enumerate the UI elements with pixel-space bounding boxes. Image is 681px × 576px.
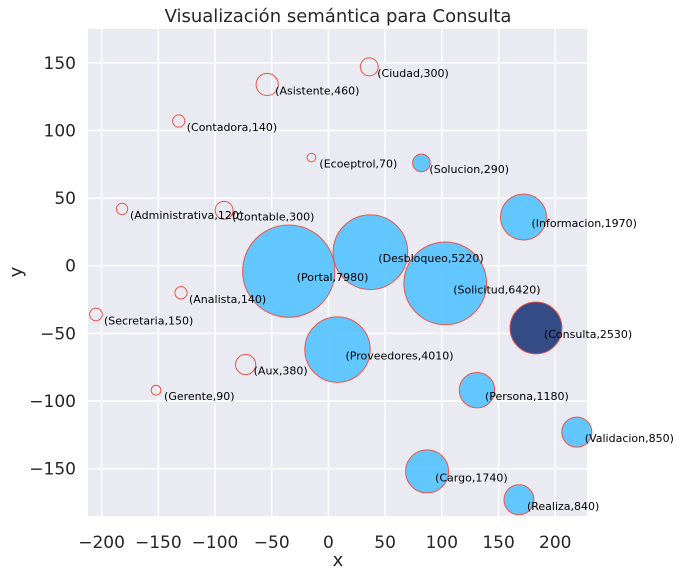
point-label: (Realiza,840): [527, 500, 599, 513]
point-label: (Analista,140): [189, 293, 266, 306]
x-tick-label: 0: [323, 533, 334, 553]
point-label: (Solicitud,6420): [453, 283, 540, 296]
data-point: [458, 371, 496, 409]
data-point: [306, 152, 317, 163]
x-tick-label: 200: [539, 533, 571, 553]
point-label: (Portal,7980): [297, 271, 369, 284]
x-tick-label: −150: [135, 533, 182, 553]
point-labels: (Ciudad,300) (Asistente,460) (Contadora,14…: [104, 67, 674, 513]
data-point: [235, 353, 257, 376]
data-point: [89, 307, 103, 322]
x-tick-labels: −200 −150 −100 −50 0 50 100 150 200: [78, 533, 571, 553]
data-point: [359, 57, 379, 77]
data-point: [150, 384, 162, 396]
point-label: (Secretaria,150): [104, 314, 193, 327]
y-tick-label: 100: [44, 121, 76, 141]
data-point: [332, 214, 409, 291]
data-point: [115, 202, 129, 216]
data-point: [255, 72, 279, 97]
data-point: [503, 484, 535, 516]
data-point: [561, 416, 593, 448]
data-point: [509, 301, 563, 355]
point-label: (Consulta,2530): [544, 328, 632, 341]
x-tick-label: 50: [374, 533, 396, 553]
y-tick-label: 150: [44, 54, 76, 74]
data-point: [214, 200, 234, 220]
y-tick-labels: 150 100 50 0 −50 −100 −150: [29, 54, 76, 480]
point-label: (Aux,380): [254, 364, 308, 377]
point-label: (Validacion,850): [585, 432, 674, 445]
data-point: [174, 286, 188, 300]
point-label: (Contadora,140): [187, 121, 278, 134]
point-label: (Ecoeptrol,70): [319, 158, 397, 171]
point-label: (Informacion,1970): [531, 217, 636, 230]
point-label: (Administrativa,120): [130, 209, 243, 222]
y-tick-label: 50: [54, 189, 76, 209]
point-label: (Persona,1180): [485, 390, 569, 403]
data-point: [403, 241, 488, 326]
x-tick-label: 100: [426, 533, 458, 553]
x-tick-label: −200: [78, 533, 125, 553]
plot-area: [88, 29, 587, 516]
data-point: [172, 114, 186, 128]
y-tick-label: 0: [65, 257, 76, 277]
y-tick-label: −150: [29, 460, 76, 480]
data-point: [242, 224, 336, 318]
data-point: [405, 449, 450, 494]
data-point: [412, 153, 431, 173]
y-axis-label: y: [6, 266, 27, 277]
x-tick-label: 150: [482, 533, 514, 553]
point-label: (Gerente,90): [164, 390, 234, 403]
point-label: (Contable,300): [232, 210, 314, 223]
point-label: (Ciudad,300): [377, 67, 449, 80]
point-label: (Solucion,290): [429, 163, 509, 176]
y-tick-label: −50: [40, 324, 76, 344]
point-label: (Cargo,1740): [435, 471, 508, 484]
chart-title: Visualización semántica para Consulta: [165, 6, 512, 27]
data-point: [500, 193, 547, 241]
point-label: (Asistente,460): [275, 84, 359, 97]
x-tick-label: −100: [192, 533, 239, 553]
y-tick-label: −100: [29, 392, 76, 412]
point-label: (Desbloqueo,5220): [378, 252, 483, 265]
x-axis-label: x: [333, 550, 344, 571]
point-label: (Proveedores,4010): [346, 350, 454, 363]
data-points: [89, 57, 593, 516]
data-point: [304, 316, 371, 383]
x-tick-label: −50: [254, 533, 290, 553]
